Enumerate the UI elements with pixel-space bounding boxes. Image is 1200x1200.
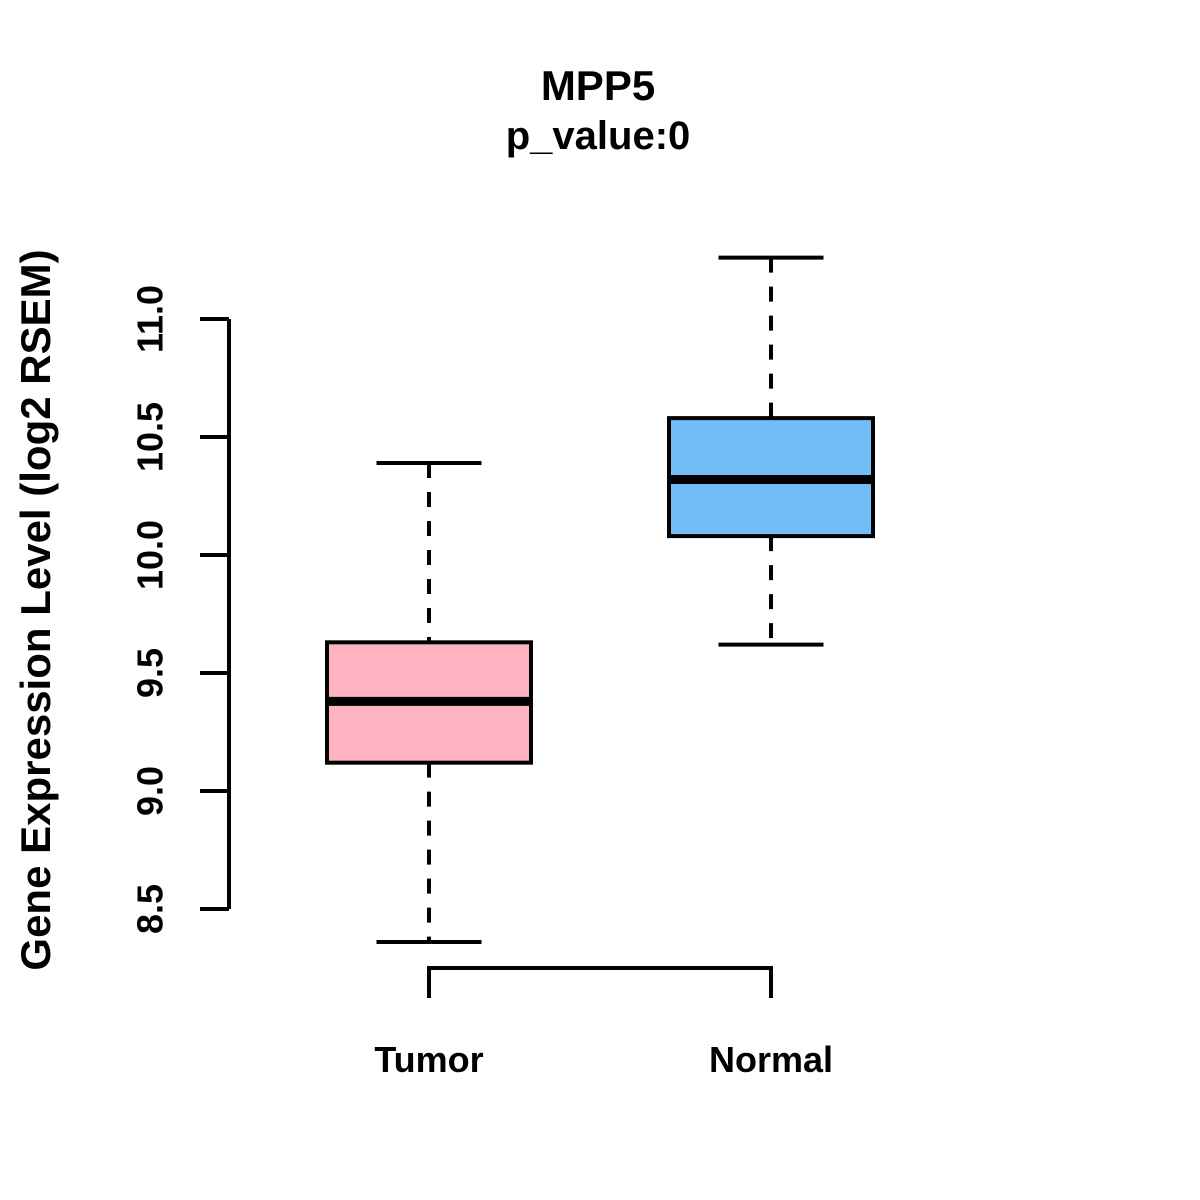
y-axis-tick-label: 9.0 (130, 766, 171, 816)
y-axis-tick-label: 10.5 (130, 402, 171, 472)
chart-title: MPP5 (540, 62, 656, 109)
x-category-label: Tumor (374, 1039, 483, 1080)
x-axis-bracket (427, 966, 773, 998)
y-axis-tick-label: 8.5 (130, 884, 171, 934)
y-axis-tick-label: 11.0 (130, 285, 171, 353)
x-category-label: Normal (709, 1039, 833, 1080)
y-axis-tick-label: 10.0 (130, 520, 171, 590)
chart-subtitle: p_value:0 (505, 114, 691, 158)
y-axis-tick-label: 9.5 (130, 648, 171, 698)
